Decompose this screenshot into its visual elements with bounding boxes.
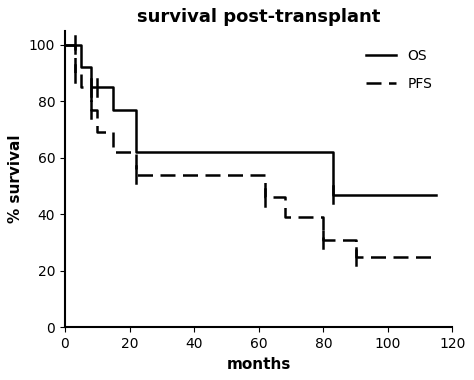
Line: PFS: PFS	[65, 45, 437, 257]
PFS	[133, 150, 139, 154]
PFS	[72, 43, 78, 47]
PFS	[282, 195, 287, 200]
PFS	[262, 173, 268, 177]
PFS	[133, 173, 139, 177]
OS	[330, 150, 336, 154]
PFS	[78, 71, 84, 75]
PFS	[320, 215, 326, 220]
OS	[133, 150, 139, 154]
OS	[110, 85, 116, 89]
OS	[434, 192, 439, 197]
PFS	[240, 173, 246, 177]
Line: OS: OS	[65, 45, 437, 195]
OS	[94, 85, 100, 89]
X-axis label: months: months	[227, 357, 291, 372]
PFS	[88, 108, 94, 112]
PFS	[72, 71, 78, 75]
PFS	[434, 255, 439, 259]
OS	[88, 85, 94, 89]
PFS	[353, 255, 358, 259]
OS	[330, 192, 336, 197]
PFS	[353, 238, 358, 242]
PFS	[320, 238, 326, 242]
PFS	[110, 150, 116, 154]
OS	[88, 65, 94, 70]
OS	[256, 150, 262, 154]
OS	[94, 85, 100, 89]
OS	[133, 108, 139, 112]
OS	[62, 43, 68, 47]
OS	[256, 150, 262, 154]
Y-axis label: % survival: % survival	[9, 135, 23, 223]
PFS	[62, 43, 68, 47]
PFS	[78, 85, 84, 89]
OS	[78, 65, 84, 70]
PFS	[110, 130, 116, 135]
PFS	[88, 85, 94, 89]
PFS	[282, 215, 287, 220]
PFS	[434, 255, 439, 259]
OS	[72, 43, 78, 47]
Title: survival post-transplant: survival post-transplant	[137, 8, 381, 26]
OS	[434, 192, 439, 197]
PFS	[262, 195, 268, 200]
Legend: OS, PFS: OS, PFS	[360, 44, 438, 97]
PFS	[240, 173, 246, 177]
OS	[78, 43, 84, 47]
OS	[110, 108, 116, 112]
PFS	[94, 108, 100, 112]
PFS	[94, 130, 100, 135]
OS	[72, 43, 78, 47]
